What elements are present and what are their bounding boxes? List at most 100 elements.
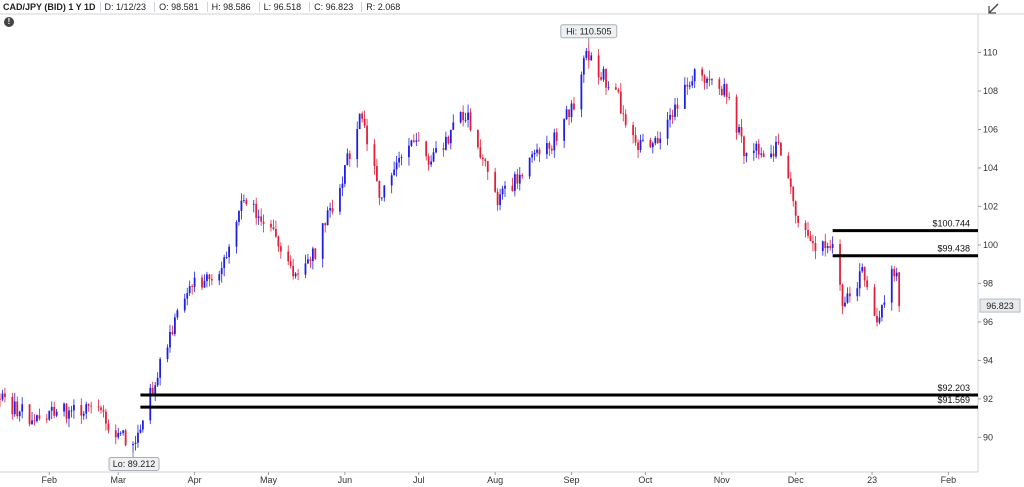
candle-body: [533, 152, 536, 155]
x-tick-label: Mar: [110, 475, 126, 485]
candle-body: [242, 200, 245, 201]
x-tick-label: May: [260, 475, 278, 485]
candle-body: [107, 423, 110, 431]
candle-body: [548, 143, 551, 149]
candle-body: [511, 185, 514, 191]
candle-body: [427, 156, 430, 165]
candle-body: [666, 119, 669, 139]
candle-body: [220, 268, 223, 275]
candle-body: [171, 331, 174, 334]
candle-body: [361, 113, 364, 119]
candle-body: [341, 183, 344, 189]
candle-body: [176, 310, 179, 318]
candle-body: [890, 268, 893, 303]
candle-body: [708, 78, 711, 81]
candle-body: [573, 103, 575, 110]
candle-body: [691, 81, 694, 86]
candle-body: [794, 201, 797, 216]
candle-body: [307, 259, 309, 264]
candle-body: [134, 442, 137, 444]
hi-label-box: [560, 24, 618, 39]
candle-body: [671, 115, 674, 117]
y-tick-label: 96: [983, 317, 993, 327]
candle-body: [105, 411, 107, 424]
candle-body: [277, 236, 280, 247]
candle-body: [48, 410, 51, 420]
candle-body: [309, 259, 312, 262]
candle-body: [614, 87, 617, 90]
candle-body: [0, 398, 1, 400]
candle-body: [73, 404, 75, 411]
candle-body: [496, 191, 499, 206]
candle-body: [38, 415, 41, 419]
candle-body: [358, 113, 361, 130]
candle-body: [743, 136, 745, 157]
candle-body: [430, 161, 433, 165]
candle-body: [329, 208, 332, 211]
candle-body: [114, 430, 117, 438]
lo-label-box: [108, 457, 160, 472]
candle-body: [617, 89, 620, 92]
candle-body: [809, 235, 812, 242]
candle-body: [570, 103, 573, 118]
candle-body: [792, 186, 795, 202]
open-value: O: 98.581: [154, 2, 203, 12]
hi-label: Hi: 110.505: [566, 26, 611, 36]
candle-body: [745, 152, 748, 157]
range-value: R: 2.068: [361, 2, 404, 12]
candle-body: [866, 280, 869, 288]
candle-body: [228, 246, 231, 258]
x-tick-label: Feb: [941, 475, 957, 485]
candle-body: [122, 430, 125, 433]
candle-body: [812, 241, 814, 243]
candle-body: [486, 160, 489, 172]
candle-body: [777, 141, 780, 143]
candle-body: [262, 221, 265, 224]
y-tick-label: 94: [983, 355, 993, 365]
candle-body: [536, 149, 538, 153]
candle-body: [760, 153, 763, 155]
candle-body: [169, 331, 171, 348]
candle-body: [718, 79, 721, 89]
level-label: $99.438: [937, 244, 970, 254]
candle-body: [844, 302, 846, 307]
candle-body: [348, 153, 351, 160]
candle-body: [132, 443, 134, 446]
candle-body: [587, 50, 590, 61]
draw-tool-icon[interactable]: [986, 1, 1002, 15]
candle-body: [80, 404, 83, 416]
candle-body: [314, 248, 317, 259]
y-axis-panel: [978, 14, 1024, 487]
candle-body: [659, 138, 662, 143]
candle-body: [412, 140, 415, 142]
candle-body: [824, 241, 827, 249]
candle-body: [602, 68, 605, 80]
candle-body: [449, 129, 452, 144]
candle-body: [464, 119, 467, 121]
candle-body: [442, 148, 445, 150]
x-tick-label: Jul: [413, 475, 425, 485]
candle-body: [139, 429, 142, 433]
candle-body: [494, 171, 497, 192]
candle-body: [31, 420, 33, 425]
x-tick-label: Feb: [42, 475, 58, 485]
candle-body: [619, 91, 622, 114]
candle-body: [395, 162, 398, 170]
candle-body: [53, 406, 56, 416]
candle-body: [821, 241, 824, 252]
candle-body: [97, 406, 100, 408]
x-tick-label: Nov: [714, 475, 731, 485]
candle-body: [639, 140, 642, 151]
info-icon[interactable]: !: [4, 17, 14, 27]
candle-body: [235, 221, 238, 247]
candle-body: [703, 75, 706, 83]
candle-body: [651, 143, 654, 148]
y-tick-label: 92: [983, 394, 993, 404]
candle-body: [415, 140, 418, 142]
candle-body: [343, 165, 346, 184]
candle-body: [166, 347, 169, 360]
candle-body: [676, 104, 679, 109]
candle-body: [642, 139, 644, 141]
candle-body: [156, 377, 159, 386]
